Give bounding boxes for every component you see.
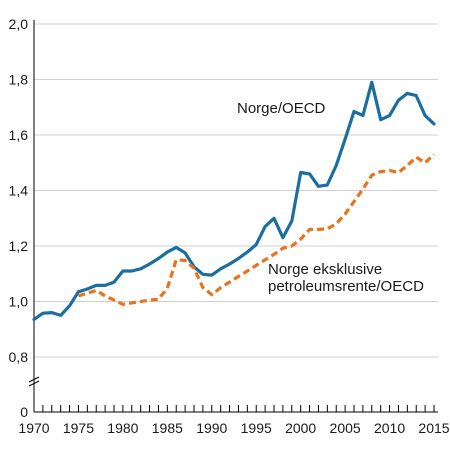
y-tick-label: 1,4	[9, 183, 29, 199]
x-tick-label: 1990	[196, 420, 227, 436]
y-zero-label: 0	[20, 404, 28, 420]
y-tick-label: 1,8	[9, 72, 29, 88]
x-tick-label: 1975	[63, 420, 94, 436]
x-tick-label: 2005	[330, 420, 361, 436]
y-tick-label: 0,8	[9, 349, 29, 365]
x-tick-label: 2000	[285, 420, 316, 436]
series-label-norge-oecd: Norge/OECD	[237, 100, 326, 117]
y-tick-label: 2,0	[9, 16, 29, 32]
y-tick-label: 1,6	[9, 127, 29, 143]
series-lines	[32, 80, 436, 322]
x-tick-label: 1995	[241, 420, 272, 436]
gridlines	[34, 23, 438, 358]
y-tick-labels: 2,0 1,8 1,6 1,4 1,2 1,0 0,8	[9, 16, 29, 365]
y-tick-label: 1,0	[9, 294, 29, 310]
x-tick-label: 1980	[107, 420, 138, 436]
x-tick-label: 2010	[374, 420, 405, 436]
x-tick-label: 1985	[152, 420, 183, 436]
axis-break-icon	[28, 376, 40, 387]
x-tick-label: 1970	[18, 420, 49, 436]
x-tick-label: 2015	[418, 420, 449, 436]
series-line-norge-oecd	[32, 80, 436, 322]
series-label-eksklusive-line1: Norge eksklusive	[268, 261, 382, 278]
series-label-eksklusive-line2: petroleumsrente/OECD	[268, 278, 424, 295]
y-tick-label: 1,2	[9, 238, 29, 254]
series-line-norge-eksklusive	[77, 153, 436, 306]
axes	[28, 20, 438, 413]
x-tick-labels: 1970 1975 1980 1985 1990 1995 2000 2005 2010 2015	[18, 405, 450, 436]
